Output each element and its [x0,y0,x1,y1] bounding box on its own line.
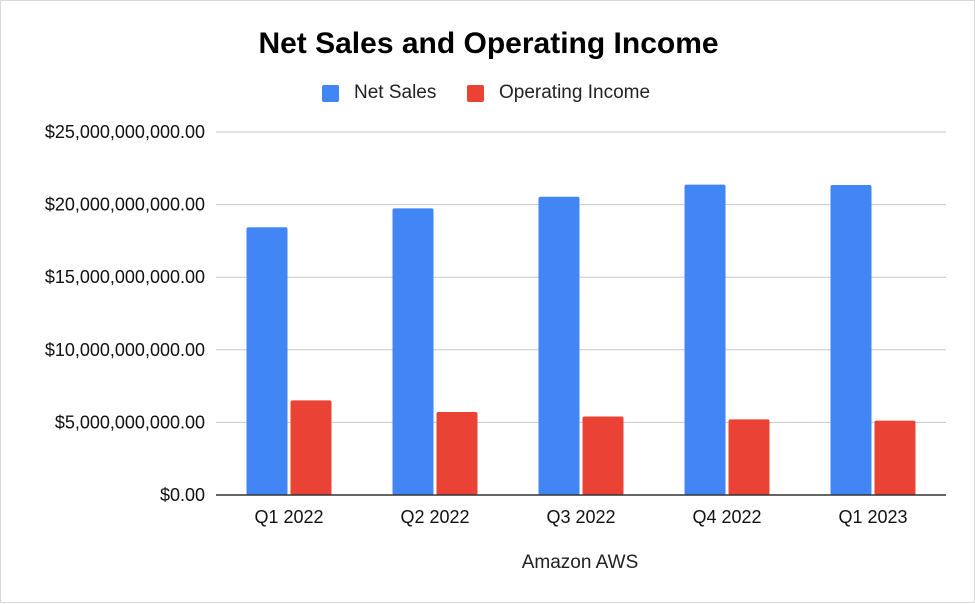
x-axis-title: Amazon AWS [521,552,639,573]
bar-net-sales [538,196,580,495]
bar-operating-income [582,416,624,495]
x-tick-label: Q4 2022 [692,507,761,527]
bar-net-sales [684,184,726,496]
x-tick-label: Q3 2022 [546,507,615,527]
bar-operating-income [290,400,332,495]
chart-legend: Net Sales Operating Income [1,81,975,105]
bar-operating-income [728,419,770,495]
x-tick-label: Q2 2022 [400,507,469,527]
y-tick-label: $25,000,000,000.00 [45,122,205,142]
bar-operating-income [436,412,478,495]
bar-operating-income [874,420,916,495]
bar-net-sales [246,227,288,495]
x-tick-label: Q1 2022 [254,507,323,527]
bar-net-sales [830,184,872,495]
legend-label-net-sales: Net Sales [354,82,437,103]
y-tick-label: $10,000,000,000.00 [45,340,205,360]
legend-label-operating-income: Operating Income [499,82,651,103]
chart-title: Net Sales and Operating Income [258,27,719,60]
y-tick-label: $5,000,000,000.00 [55,412,205,432]
legend-swatch-net-sales [322,84,339,102]
y-tick-label: $20,000,000,000.00 [45,195,205,215]
bar-net-sales [392,208,434,496]
legend-item-operating-income: Operating Income [467,81,650,105]
y-tick-label: $0.00 [160,485,205,505]
legend-swatch-operating-income [467,84,484,102]
y-tick-label: $15,000,000,000.00 [45,267,205,287]
legend-item-net-sales: Net Sales [322,81,436,105]
x-tick-label: Q1 2023 [838,507,907,527]
